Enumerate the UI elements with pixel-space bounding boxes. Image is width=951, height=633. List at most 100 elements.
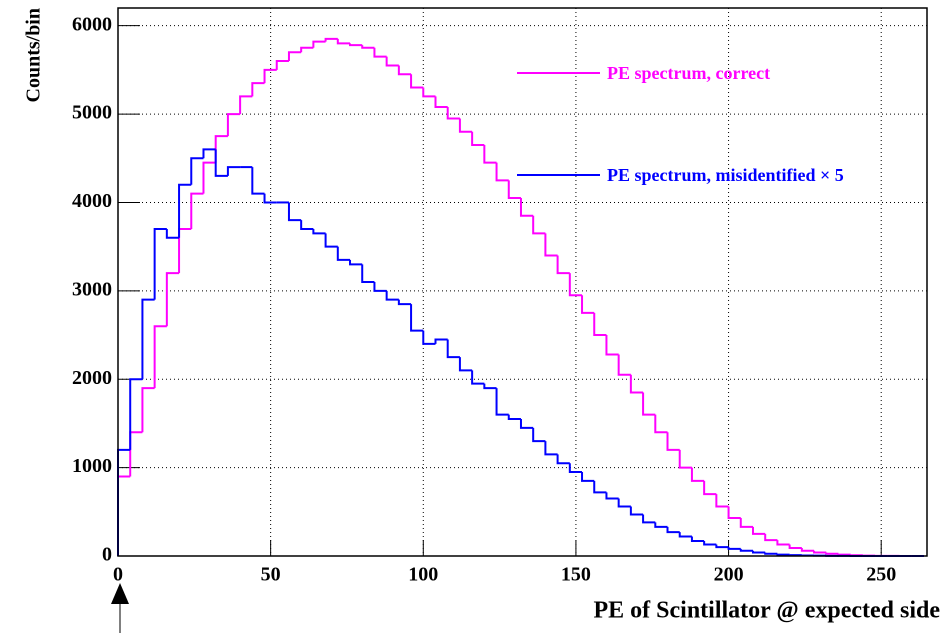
histogram-bin	[263, 193, 277, 204]
histogram-bin	[373, 47, 387, 58]
x-tick-label: 0	[113, 564, 123, 586]
histogram-bin	[324, 233, 338, 248]
histogram-bin	[458, 357, 473, 372]
histogram-bin	[519, 419, 534, 429]
histogram-bin	[727, 506, 741, 519]
histogram-bin	[483, 145, 497, 164]
histogram-bin	[178, 183, 192, 238]
histogram-bin	[642, 392, 656, 416]
histogram-bin	[764, 552, 778, 555]
plot-frame	[117, 7, 928, 557]
histogram-bin	[471, 131, 485, 146]
histogram-bin	[654, 522, 668, 528]
histogram-bin	[532, 427, 546, 443]
histogram-bin	[471, 370, 485, 385]
x-axis-label: PE of Scintillator @ expected side	[593, 598, 940, 624]
histogram-bin	[446, 339, 460, 359]
histogram-bin	[153, 227, 167, 300]
histogram-bin	[715, 494, 729, 508]
histogram-bin	[788, 544, 802, 550]
histogram-bin	[312, 228, 326, 235]
histogram-bin	[654, 414, 668, 434]
histogram-bin	[153, 325, 167, 389]
y-tick-label: 3000	[72, 278, 112, 300]
histogram-bin	[410, 74, 424, 89]
histogram-bin	[593, 480, 607, 494]
histogram-bin	[739, 517, 753, 528]
histogram-bin	[239, 95, 253, 115]
histogram-bin	[764, 533, 778, 542]
histogram-bin	[117, 475, 131, 556]
histogram-bin	[727, 547, 741, 550]
histogram-bin	[141, 298, 155, 380]
histogram-bin	[385, 56, 399, 67]
histogram-bin	[434, 96, 448, 108]
histogram-bin	[495, 162, 509, 182]
y-tick-label: 1000	[72, 455, 112, 477]
histogram-bin	[507, 414, 521, 420]
histogram-bin	[251, 82, 265, 97]
histogram-bin	[178, 227, 192, 274]
histogram-bin	[129, 378, 143, 450]
histogram-bin	[739, 548, 753, 552]
histogram-bin	[703, 540, 717, 546]
histogram-bin	[263, 68, 277, 84]
histogram-bin	[410, 304, 424, 332]
histogram-bin	[617, 354, 631, 376]
histogram-bin	[349, 43, 363, 47]
histogram-bin	[544, 233, 558, 257]
histogram-bin	[202, 148, 216, 159]
histogram-bin	[544, 441, 558, 456]
y-tick-label: 4000	[72, 190, 112, 212]
x-tick-label: 150	[561, 564, 591, 586]
histogram-bin	[568, 463, 583, 474]
histogram-bin	[776, 553, 790, 556]
histogram-bin	[825, 552, 839, 555]
histogram-bin	[361, 45, 375, 49]
histogram-bin	[214, 135, 228, 163]
histogram-bin	[190, 157, 204, 185]
histogram-bin	[678, 449, 692, 469]
histogram-bin	[617, 498, 631, 508]
histogram-bin	[458, 118, 473, 133]
histogram-bin	[300, 220, 314, 230]
histogram-bin	[495, 388, 509, 416]
histogram-bin	[300, 46, 314, 53]
histogram-bin	[837, 553, 851, 556]
histogram-bin	[581, 295, 595, 314]
histogram-bin	[483, 383, 497, 390]
histogram-bin	[190, 192, 204, 229]
histogram-bin	[813, 550, 827, 554]
histogram-bin	[556, 255, 570, 275]
histogram-bin	[605, 335, 619, 356]
histogram-bin	[165, 272, 180, 327]
histogram-bin	[422, 330, 436, 345]
histogram-bin	[690, 536, 705, 542]
x-tick-label: 50	[261, 564, 281, 586]
histogram-bin	[678, 532, 692, 538]
histogram-bin	[397, 299, 412, 306]
histogram-bin	[581, 472, 595, 482]
y-tick-label: 5000	[72, 102, 112, 124]
arrow-head	[111, 583, 129, 604]
histogram-bin	[312, 40, 326, 48]
histogram-bin	[361, 264, 375, 283]
histogram-bin	[666, 432, 680, 451]
histogram-bin	[336, 38, 351, 45]
y-tick-label: 0	[102, 544, 112, 566]
legend-label: PE spectrum, correct	[607, 63, 770, 83]
histogram-bin	[349, 259, 363, 266]
histogram-bin	[275, 60, 289, 70]
histogram-bin	[800, 548, 815, 552]
histogram-bin	[202, 161, 216, 194]
histogram-bin	[556, 454, 570, 465]
histogram-bin	[373, 282, 387, 292]
histogram-bin	[642, 514, 656, 524]
histogram-bin	[605, 492, 619, 500]
histogram-bin	[165, 228, 180, 239]
histogram-bin	[214, 149, 228, 177]
x-tick-label: 200	[714, 564, 744, 586]
histogram-bin	[666, 526, 680, 534]
histogram-bin	[703, 480, 717, 496]
legend-label: PE spectrum, misidentified × 5	[607, 165, 844, 185]
